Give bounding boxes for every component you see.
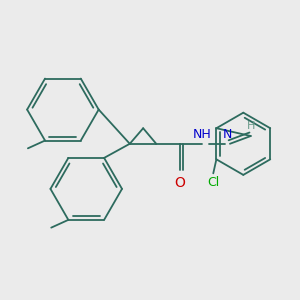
Text: NH: NH: [193, 128, 211, 141]
Text: N: N: [223, 128, 232, 141]
Text: O: O: [174, 176, 185, 190]
Text: H: H: [247, 121, 255, 131]
Text: Cl: Cl: [207, 176, 219, 189]
